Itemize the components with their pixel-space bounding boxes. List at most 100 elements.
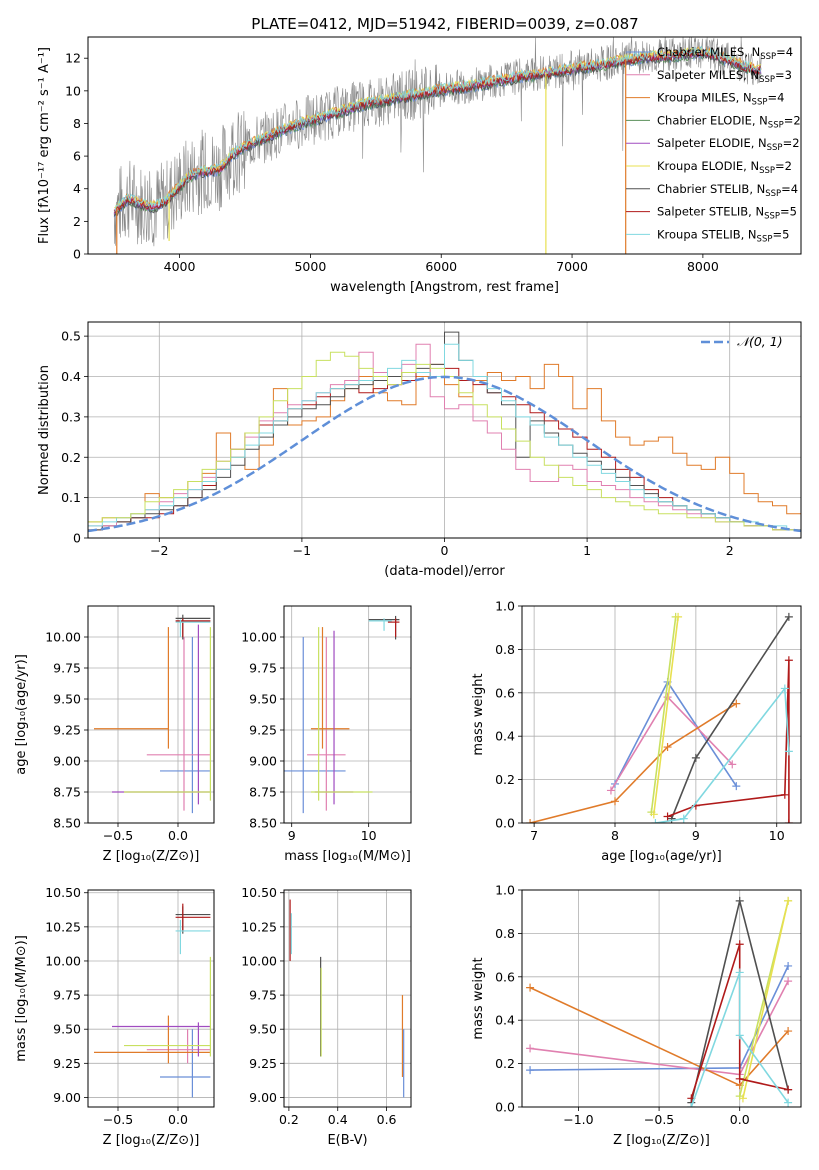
series-marker	[611, 797, 619, 806]
tick-label-y: 9.00	[249, 754, 277, 769]
tick-label-x: 0	[441, 543, 449, 558]
series-marker	[691, 753, 700, 762]
axis-label-y: Normed distribution	[37, 365, 52, 495]
legend-label: Kroupa ELODIE, NSSP=2	[657, 159, 792, 176]
tick-label-x: 6000	[425, 259, 457, 274]
tick-label-y: 10.00	[45, 953, 81, 968]
plot-frame	[283, 605, 412, 824]
plot-frame	[283, 889, 412, 1108]
series-line	[690, 972, 789, 1107]
tick-label-y: 10	[65, 83, 81, 98]
spectrum-panel: 4000 5000 6000 7000 8000 0 2 4 6 8 10 12 wavelength …	[37, 36, 802, 295]
axis-label-x: Z [log₁₀(Z/Z⊙)]	[103, 849, 200, 864]
series-marker	[679, 814, 688, 823]
age-weight-panel: 7 8 9 10 0.0 0.2 0.4 0.6 0.8 1.0 age [log₁₀(age/yr…	[471, 599, 802, 864]
tick-label-y: 9.25	[249, 1056, 277, 1071]
tick-label-x: −1.0	[563, 1112, 593, 1127]
series-marker	[784, 1098, 793, 1107]
tick-label-y: 0.2	[495, 1056, 515, 1071]
tick-label-y: 9.75	[53, 988, 81, 1003]
tick-label-y: 9.00	[53, 754, 81, 769]
series-line	[650, 616, 677, 813]
tick-label-y: 10.00	[45, 630, 81, 645]
series-marker	[784, 656, 793, 665]
axis-label-x: Z [log₁₀(Z/Z⊙)]	[613, 1133, 710, 1148]
tick-label-y: 0.4	[495, 1013, 515, 1028]
series-marker	[784, 612, 793, 621]
tick-label-x: 2	[726, 543, 734, 558]
tick-label-x: 5000	[294, 259, 326, 274]
plot-frame	[87, 321, 802, 539]
series-marker	[784, 896, 793, 905]
tick-label-y: 9.00	[249, 1090, 277, 1105]
tick-label-y: 9.50	[249, 692, 277, 707]
tick-label-x: −0.5	[644, 1112, 674, 1127]
histogram-data	[88, 331, 801, 538]
series-marker	[784, 1085, 793, 1094]
series-marker	[649, 810, 658, 819]
series-marker	[735, 1074, 744, 1083]
tick-label-x: 4000	[164, 259, 196, 274]
series-marker	[687, 1103, 696, 1107]
series-marker	[526, 819, 535, 823]
series-marker	[735, 968, 744, 977]
series-line	[667, 660, 790, 823]
tick-label-y: 0.0	[495, 816, 515, 831]
tick-label-y: 9.75	[249, 988, 277, 1003]
series-marker	[526, 1044, 535, 1053]
tick-label-y: 9.25	[53, 723, 81, 738]
chart-title: PLATE=0412, MJD=51942, FIBERID=0039, z=0…	[251, 15, 638, 33]
tick-label-x: 1	[583, 543, 591, 558]
tick-label-y: 8.75	[53, 785, 81, 800]
axis-label-y: mass weight	[471, 957, 486, 1039]
tick-label-y: 10.25	[45, 919, 81, 934]
tick-label-x: 0.0	[168, 1112, 188, 1127]
series-line	[614, 680, 737, 787]
axis-label-x: mass [log₁₀(M/M⊙)]	[284, 849, 411, 864]
legend-label: Kroupa MILES, NSSP=4	[657, 91, 784, 108]
tick-label-x: −0.5	[103, 1112, 133, 1127]
tick-label-x: 8	[611, 828, 619, 843]
legend-label: Chabrier STELIB, NSSP=4	[657, 182, 798, 199]
ebv-mass-panel-data	[289, 899, 405, 1098]
series-marker	[780, 790, 789, 799]
tick-label-y: 1.0	[495, 883, 515, 898]
legend-label: Salpeter ELODIE, NSSP=2	[657, 136, 800, 153]
axis-label-x: wavelength [Angstrom, rest frame]	[330, 280, 559, 295]
z-weight-panel-data	[526, 896, 793, 1107]
tick-label-y: 9.00	[53, 1090, 81, 1105]
tick-label-x: −2	[150, 543, 168, 558]
tick-label-x: 0.0	[730, 1112, 750, 1127]
z-weight-panel: −1.0 −0.5 0.0 0.0 0.2 0.4 0.6 0.8 1.0 Z [log₁₀(Z/…	[471, 883, 802, 1148]
tick-label-x: 9	[288, 828, 296, 843]
tick-label-y: 9.50	[53, 692, 81, 707]
series-marker	[606, 786, 615, 795]
tick-label-y: 12	[65, 51, 81, 66]
tick-label-y: 10.00	[241, 630, 277, 645]
residuals-panel: −2 −1 0 1 2 0 0.1 0.2 0.3 0.4 0.5 (data-model)/erro…	[37, 321, 802, 579]
tick-label-y: 4	[73, 181, 81, 196]
legend-label: Chabrier MILES, NSSP=4	[657, 45, 793, 62]
legend-label: Salpeter STELIB, NSSP=5	[657, 205, 797, 222]
legend-label: 𝒩(0, 1)	[737, 334, 783, 349]
plot-frame	[521, 605, 802, 824]
series-marker	[784, 1027, 793, 1036]
tick-label-y: 0.4	[61, 369, 81, 384]
tick-label-y: 0.8	[495, 642, 515, 657]
tick-label-y: 0	[73, 531, 81, 546]
tick-label-y: 8.50	[53, 816, 81, 831]
tick-label-y: 0.6	[495, 969, 515, 984]
series-line	[653, 616, 679, 815]
tick-label-y: 0.2	[61, 450, 81, 465]
tick-label-x: −0.5	[103, 828, 133, 843]
normal-curve	[88, 375, 801, 533]
tick-label-x: 0.0	[168, 828, 188, 843]
tick-label-y: 2	[73, 214, 81, 229]
age-weight-panel-data	[526, 612, 793, 823]
tick-label-x: 9	[692, 828, 700, 843]
tick-label-y: 0	[73, 247, 81, 262]
mass-age-panel: 9 10 8.50 8.75 9.00 9.25 9.50 9.75 10.00 mass [lo…	[241, 605, 412, 864]
z-age-panel-data	[94, 614, 211, 814]
tick-label-y: 10.50	[241, 885, 277, 900]
tick-label-y: 10.50	[45, 885, 81, 900]
